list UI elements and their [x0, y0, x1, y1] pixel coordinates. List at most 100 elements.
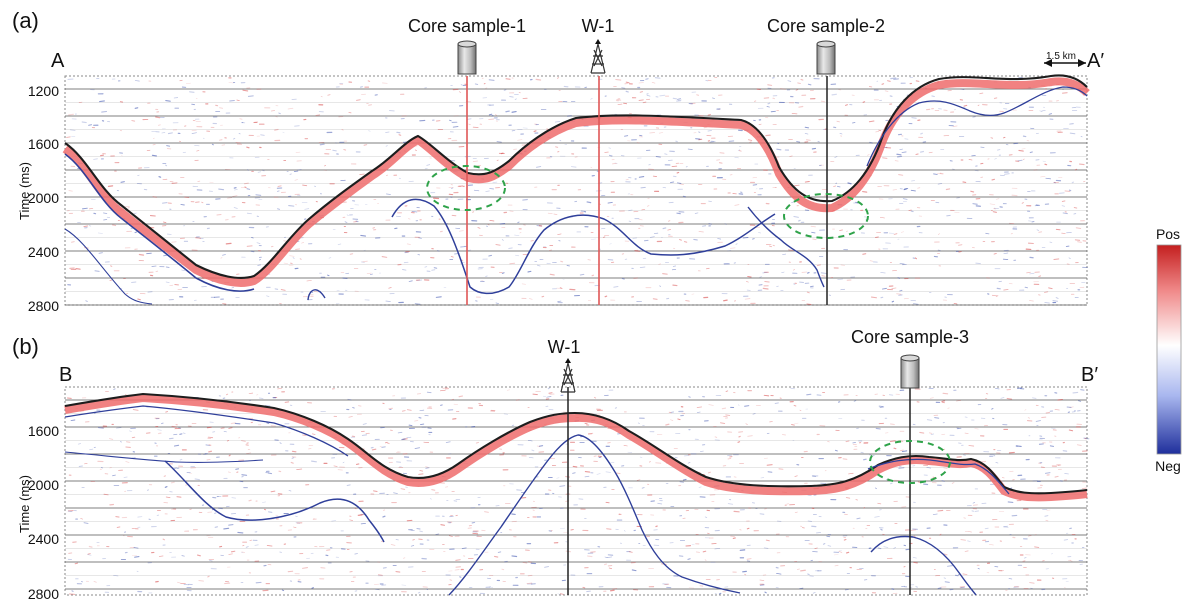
panel-b-core-sample-3-cylinder-body: [900, 357, 920, 389]
panel-a-texture-mark-1309: [289, 173, 292, 175]
panel-b-texture-mark-832: [790, 387, 795, 390]
panel-b-texture-mark-989: [414, 447, 420, 449]
panel-b-texture-mark-122: [860, 451, 864, 454]
panel-a-texture-mark-951: [287, 107, 294, 110]
panel-a-texture-mark-737: [346, 214, 349, 216]
panel-b-texture-mark-337: [968, 445, 975, 447]
panel-b-texture-mark-519: [776, 573, 782, 575]
panel-b-texture-mark-3: [845, 440, 850, 443]
panel-a-texture-mark-986: [908, 209, 912, 211]
panel-a-scale-left-arrow: [1044, 59, 1052, 67]
panel-b-texture-mark-895: [746, 527, 750, 530]
panel-a-texture-mark-1313: [345, 272, 350, 275]
panel-a-texture-mark-427: [85, 300, 88, 302]
panel-a-texture-mark-705: [549, 273, 555, 276]
panel-b-texture-mark-634: [511, 424, 515, 427]
panel-a-texture-mark-217: [993, 253, 997, 255]
panel-b-ytick-2000: 2000: [28, 477, 59, 493]
panel-b-texture-mark-1286: [984, 527, 989, 530]
panel-b-texture-mark-254: [228, 454, 231, 457]
panel-b-texture-mark-716: [245, 546, 249, 548]
panel-a-texture-mark-1220: [112, 224, 117, 227]
panel-a-texture-mark-1365: [246, 146, 250, 149]
panel-b-texture-mark-503: [458, 395, 463, 398]
panel-a-texture-mark-1518: [559, 287, 563, 289]
panel-a-texture-mark-1181: [233, 137, 236, 140]
panel-a-texture-mark-921: [804, 126, 810, 129]
panel-a-texture-mark-762: [515, 254, 520, 257]
panel-b-texture-mark-1171: [449, 515, 454, 518]
panel-b-w-1-icon: W-1: [548, 337, 581, 393]
panel-a-texture-mark-1228: [910, 299, 916, 302]
panel-b-texture-mark-1403: [942, 392, 949, 395]
panel-a-texture-mark-194: [202, 137, 205, 139]
panel-a-texture-mark-1191: [867, 154, 870, 156]
panel-a-texture-mark-350: [878, 129, 882, 132]
panel-a-texture-mark-1172: [83, 225, 89, 228]
panel-a-texture-mark-1304: [328, 257, 332, 259]
panel-b-texture-mark-450: [291, 457, 295, 459]
panel-a-texture-mark-109: [69, 129, 76, 131]
panel-a-texture-mark-187: [327, 274, 330, 277]
panel-b-texture-mark-767: [972, 502, 976, 504]
panel-a-texture-mark-196: [1041, 110, 1046, 112]
panel-b-texture-mark-488: [258, 397, 264, 400]
panel-a-lower-blue-horizon-3: [747, 206, 825, 288]
panel-b-texture-mark-1258: [766, 432, 770, 435]
panel-b-texture-mark-985: [277, 387, 282, 390]
panel-b-texture-mark-252: [311, 587, 314, 589]
panel-a-texture-mark-1522: [1026, 271, 1031, 274]
panel-a-texture-mark-1025: [891, 287, 897, 289]
panel-a-texture-mark-1407: [875, 131, 879, 133]
panel-a-texture-mark-640: [1079, 286, 1085, 289]
panel-a-texture-mark-251: [229, 99, 235, 102]
panel-a-texture-mark-1401: [791, 112, 798, 115]
panel-a-texture-mark-1044: [636, 142, 640, 144]
panel-a-texture-mark-674: [899, 148, 903, 151]
panel-a-texture-mark-1381: [509, 262, 516, 265]
panel-a-texture-mark-1223: [694, 212, 699, 215]
panel-a-texture-mark-231: [734, 157, 739, 159]
panel-b-texture-mark-1284: [1027, 417, 1031, 419]
panel-a-texture-mark-784: [586, 201, 592, 204]
panel-b-texture-mark-817: [380, 540, 384, 543]
panel-a-lower-blue-horizon-1: [64, 153, 255, 292]
panel-a-texture-mark-1226: [155, 116, 161, 119]
panel-b-texture-mark-1379: [354, 507, 357, 510]
panel-a-texture-mark-652: [517, 221, 520, 224]
panel-b-texture-mark-163: [83, 522, 89, 524]
panel-a-texture-mark-971: [638, 218, 643, 221]
panel-b-texture-mark-1303: [357, 514, 364, 516]
panel-a-texture-mark-901: [1039, 110, 1043, 112]
panel-b-texture-mark-1153: [254, 544, 259, 546]
panel-a-texture-mark-1596: [101, 110, 108, 113]
panel-a-texture-mark-97: [641, 208, 646, 211]
panel-b-texture-mark-436: [943, 553, 948, 556]
panel-b-texture-mark-311: [759, 579, 765, 582]
panel-b-y-axis-label: Time (ms): [17, 475, 32, 533]
panel-b-texture-mark-153: [1022, 560, 1026, 562]
panel-a-texture-mark-872: [489, 219, 495, 222]
panel-b-texture-mark-1264: [544, 566, 549, 568]
panel-a-texture-mark-493: [536, 264, 541, 267]
panel-b-texture-mark-1425: [74, 562, 79, 565]
panel-a-texture-mark-140: [224, 218, 229, 221]
panel-a-texture-mark-517: [107, 185, 114, 188]
panel-a-texture-mark-841: [557, 233, 562, 235]
panel-b-texture-mark-1371: [943, 577, 946, 579]
panel-a-texture-mark-1360: [901, 151, 907, 153]
panel-b-texture-mark-719: [348, 416, 353, 418]
panel-a-texture-mark-975: [274, 128, 279, 131]
panel-b-texture-mark-1325: [605, 501, 610, 504]
panel-b-texture-mark-1110: [134, 555, 140, 558]
panel-a-texture-mark-1486: [752, 177, 757, 179]
panel-b-texture-mark-986: [158, 555, 164, 558]
panel-b-texture-mark-474: [246, 452, 252, 454]
panel-a-texture-mark-1417: [294, 125, 300, 127]
panel-b-core-sample-3-cylinder-top: [900, 354, 920, 362]
panel-a-texture-mark-988: [609, 243, 612, 245]
panel-a-texture-mark-1289: [332, 149, 337, 152]
panel-b-texture-mark-841: [737, 404, 740, 406]
panel-b-w-1-label: W-1: [548, 337, 581, 357]
